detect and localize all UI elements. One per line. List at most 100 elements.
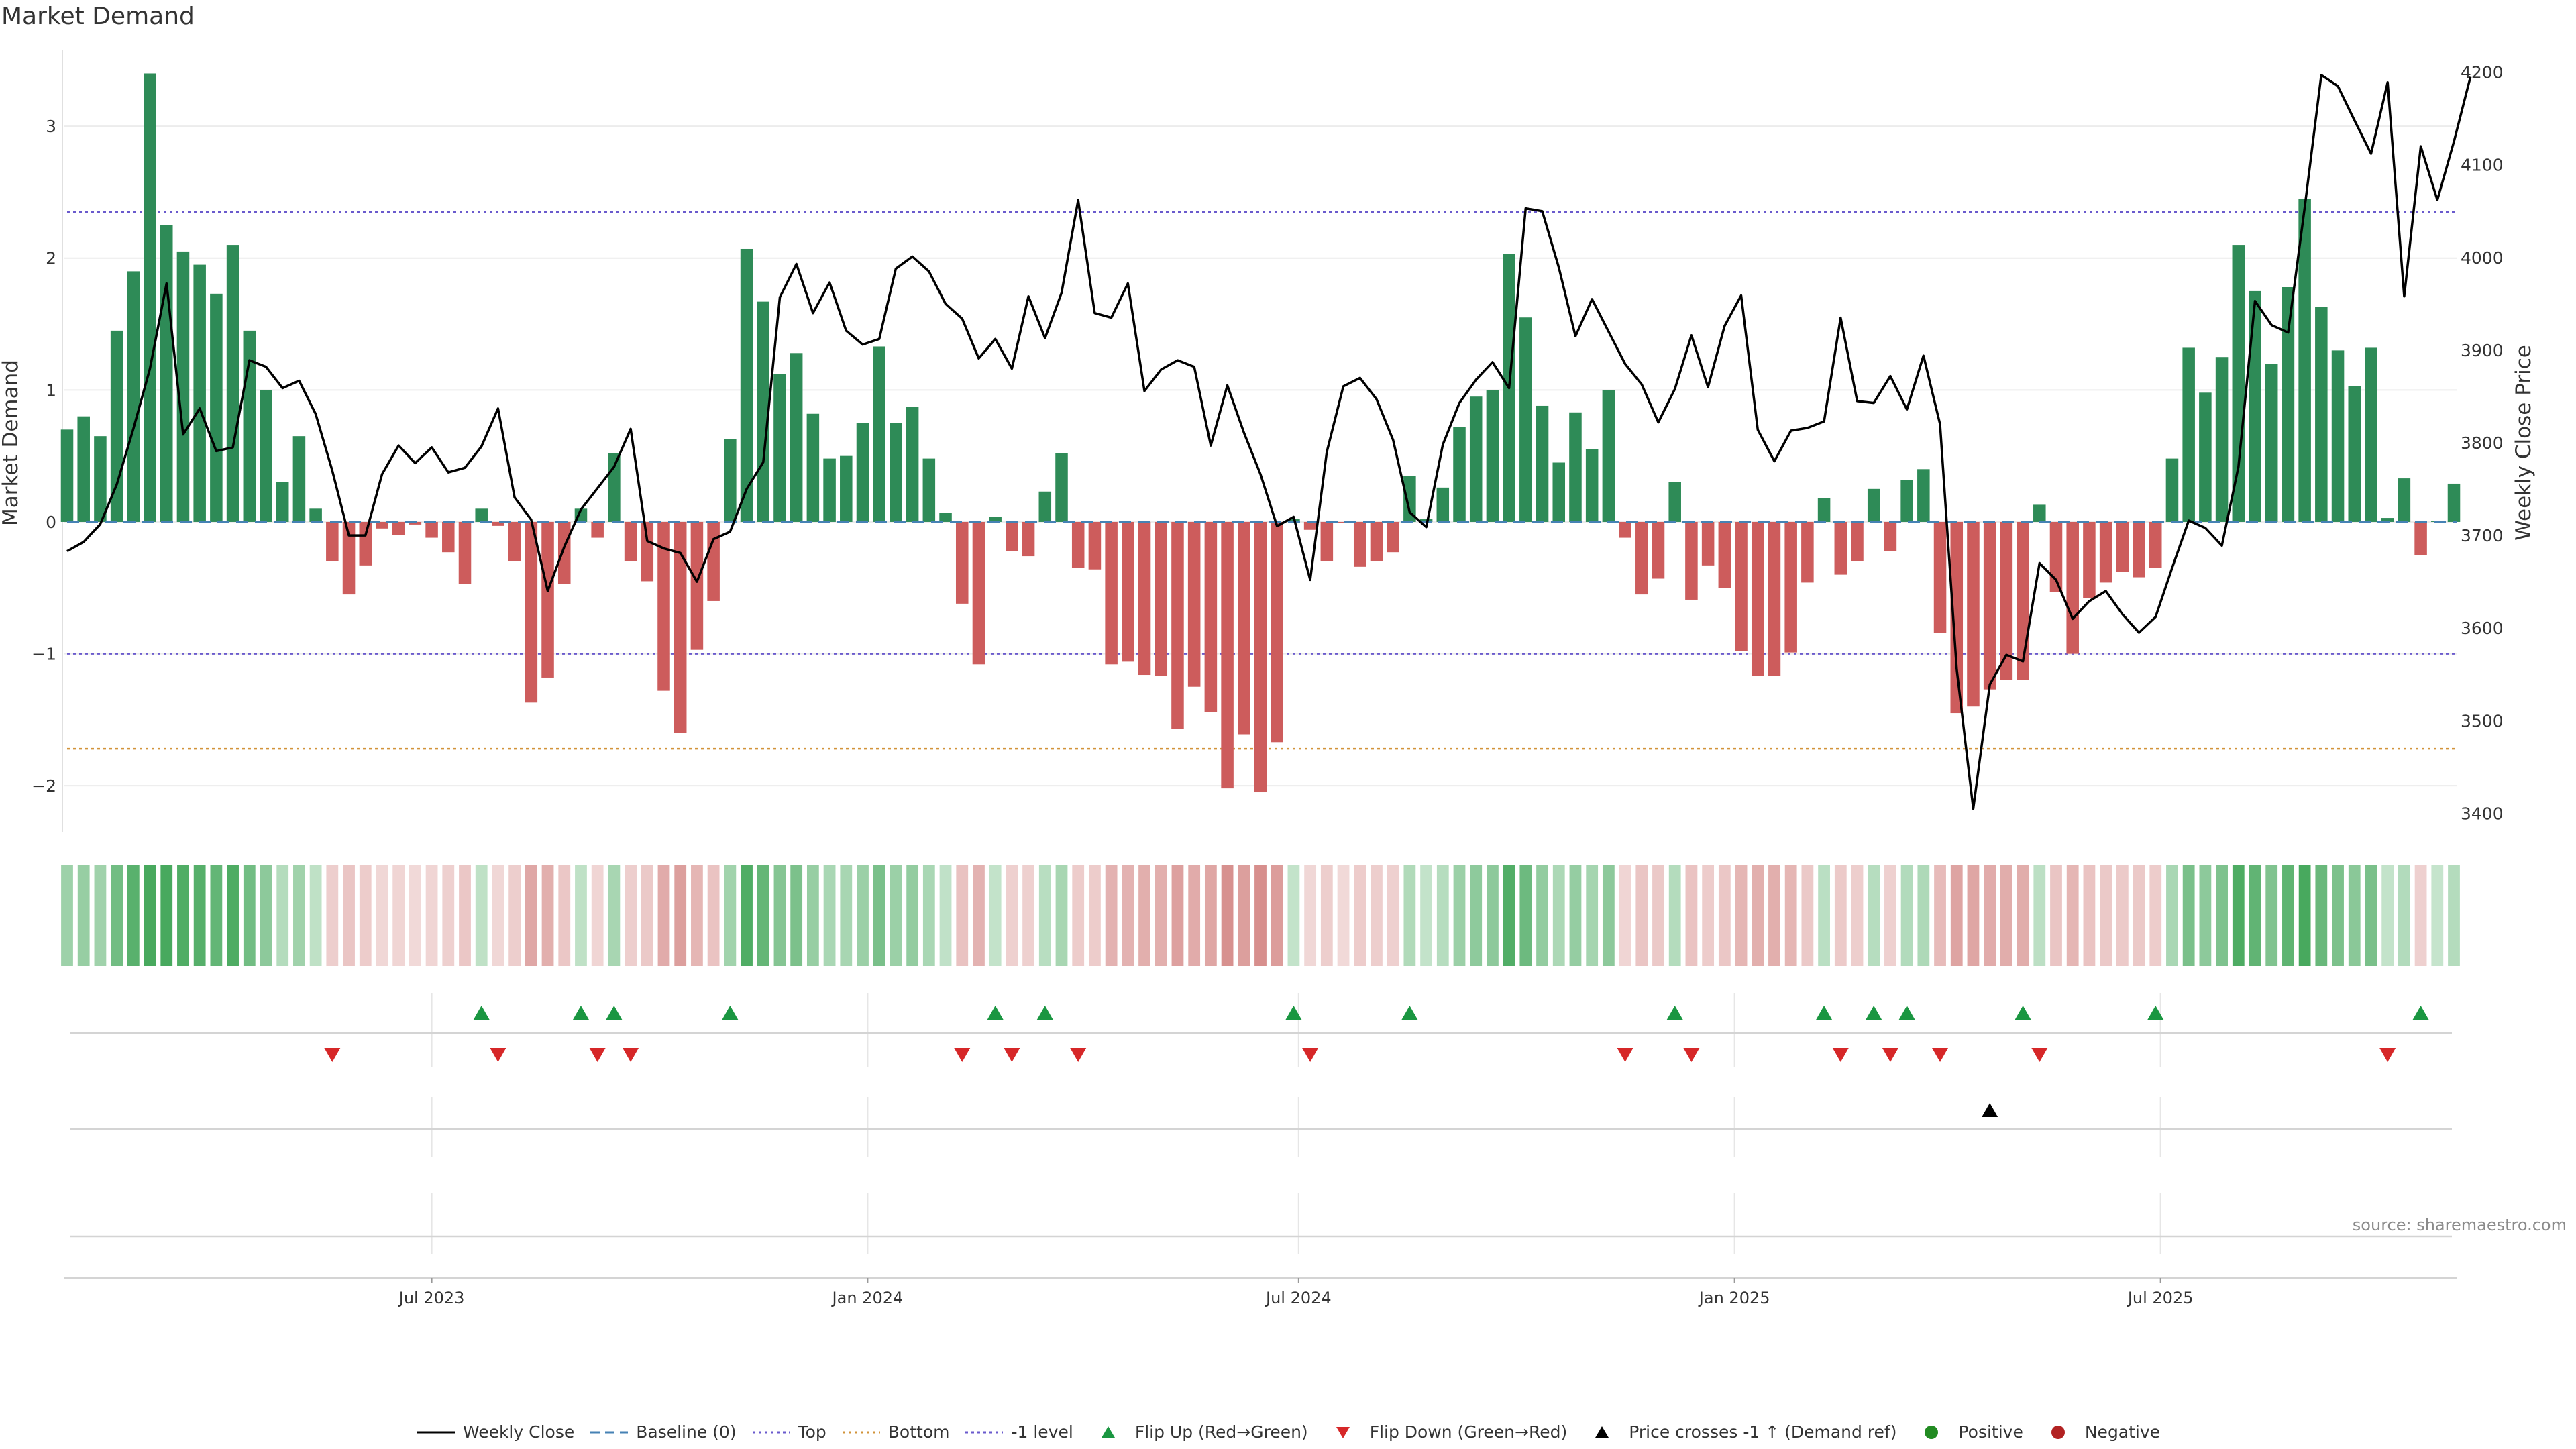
heat-strip-cell — [1304, 865, 1317, 966]
demand-bar — [1884, 521, 1897, 551]
heat-strip-cell — [1155, 865, 1167, 966]
heat-strip-cell — [2232, 865, 2245, 966]
heat-strip-cell — [2100, 865, 2112, 966]
heat-strip-cell — [2348, 865, 2361, 966]
flip-up-marker — [473, 1006, 490, 1020]
heat-strip-cell — [111, 865, 123, 966]
demand-bar — [1701, 521, 1715, 566]
heat-strip-cell — [1917, 865, 1930, 966]
demand-bar — [1900, 480, 1913, 522]
heat-strip-cell — [276, 865, 289, 966]
heat-strip-cell — [260, 865, 272, 966]
heat-strip-cell — [1967, 865, 1980, 966]
right-tick-label: 4200 — [2461, 63, 2504, 83]
heat-strip-cell — [1188, 865, 1201, 966]
flip-up-marker — [722, 1006, 739, 1020]
heat-strip-cell — [1784, 865, 1797, 966]
flip-up-marker — [1401, 1006, 1418, 1020]
left-tick-label: −1 — [32, 645, 56, 664]
demand-bar — [94, 436, 107, 522]
heat-strip-cell — [823, 865, 836, 966]
y-axis-right-label: Weekly Close Price — [2512, 345, 2536, 541]
right-tick-label: 3400 — [2461, 804, 2504, 823]
chart-title: Market Demand — [1, 3, 195, 30]
heat-strip-cell — [1320, 865, 1333, 966]
flip-down-marker — [1004, 1048, 1020, 1062]
demand-bar — [210, 293, 223, 522]
heat-strip-cell — [1287, 865, 1300, 966]
heat-strip-cell — [409, 865, 421, 966]
heat-strip-cell — [177, 865, 189, 966]
weekly-close-line — [66, 74, 2472, 810]
heat-strip-cell — [989, 865, 1002, 966]
flip-down-marker — [1932, 1048, 1949, 1062]
demand-bar — [2083, 521, 2096, 598]
heat-strip-cell — [144, 865, 156, 966]
demand-bar — [1353, 521, 1366, 567]
legend-label: Flip Up (Red→Green) — [1134, 1422, 1308, 1442]
demand-bar — [1635, 521, 1648, 595]
heat-strip-cell — [326, 865, 339, 966]
heat-strip-cell — [1038, 865, 1051, 966]
flip-down-marker — [1683, 1048, 1700, 1062]
demand-bar — [557, 521, 571, 584]
heat-strip-cell — [525, 865, 537, 966]
demand-bar — [2249, 290, 2261, 522]
demand-bar — [2381, 518, 2394, 522]
demand-bar — [1735, 521, 1748, 651]
heat-strip-cell — [575, 865, 587, 966]
demand-bar — [326, 521, 339, 561]
line-dotted-icon — [842, 1431, 880, 1433]
flip-up-marker — [1866, 1006, 1882, 1020]
heat-strip-cell — [1138, 865, 1150, 966]
legend-label: Flip Down (Green→Red) — [1369, 1422, 1568, 1442]
flip-up-marker — [987, 1006, 1004, 1020]
heat-strip-cell — [309, 865, 322, 966]
demand-bar — [2149, 521, 2162, 568]
line-dotted-icon — [965, 1431, 1004, 1433]
demand-bar — [2298, 199, 2311, 522]
heat-strip-cell — [1420, 865, 1432, 966]
demand-bar — [2348, 386, 2361, 522]
heat-strip-cell — [674, 865, 687, 966]
heat-strip-cell — [1569, 865, 1582, 966]
right-tick-label: 4000 — [2461, 248, 2504, 268]
demand-bar — [1187, 521, 1201, 687]
demand-bar — [1221, 521, 1234, 789]
heat-strip-cell — [475, 865, 488, 966]
demand-bar — [1519, 317, 1532, 522]
heat-strip-cell — [2000, 865, 2012, 966]
demand-bar — [989, 517, 1002, 522]
heat-strip-cell — [1371, 865, 1383, 966]
flip-down-marker — [2379, 1048, 2396, 1062]
legend-item: Top — [751, 1422, 826, 1442]
demand-bar — [823, 458, 836, 522]
legend-item: -1 level — [964, 1422, 1073, 1442]
demand-bar — [442, 521, 455, 553]
heat-strip-cell — [1006, 865, 1018, 966]
flip-up-marker — [1285, 1006, 1302, 1020]
demand-bar — [641, 521, 654, 582]
heat-strip-cell — [873, 865, 885, 966]
demand-bar — [856, 423, 869, 522]
demand-bar — [1155, 521, 1168, 676]
heat-strip-cell — [459, 865, 471, 966]
demand-bar — [2331, 350, 2345, 522]
heat-strip-cell — [2282, 865, 2294, 966]
demand-bar — [906, 407, 919, 522]
heat-strip-cell — [508, 865, 521, 966]
demand-bar — [176, 251, 190, 522]
heat-strip-cell — [2116, 865, 2129, 966]
demand-bar — [2232, 245, 2245, 522]
heat-strip-cell — [442, 865, 455, 966]
legend-label: Baseline (0) — [636, 1422, 737, 1442]
demand-bar — [226, 245, 239, 522]
demand-bar — [525, 521, 538, 703]
heat-strip-cell — [724, 865, 737, 966]
heat-strip-cell — [1403, 865, 1416, 966]
demand-bar — [77, 416, 90, 522]
heat-strip-cell — [591, 865, 604, 966]
demand-bar — [1801, 521, 1814, 583]
right-tick-label: 3500 — [2461, 711, 2504, 731]
heat-strip-cell — [1204, 865, 1217, 966]
